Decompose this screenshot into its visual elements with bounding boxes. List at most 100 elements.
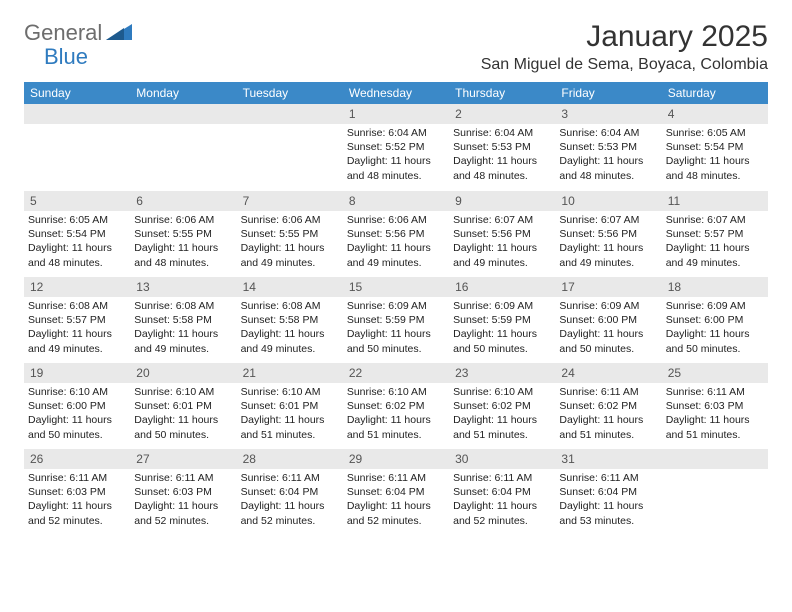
sunset-text: Sunset: 5:58 PM xyxy=(134,313,232,327)
day-body: Sunrise: 6:04 AMSunset: 5:53 PMDaylight:… xyxy=(555,124,661,187)
day-body: Sunrise: 6:08 AMSunset: 5:58 PMDaylight:… xyxy=(130,297,236,360)
day-number-empty xyxy=(130,104,236,124)
day-number-empty xyxy=(24,104,130,124)
daylight-text: Daylight: 11 hours and 48 minutes. xyxy=(666,154,764,182)
sunrise-text: Sunrise: 6:09 AM xyxy=(453,299,551,313)
sunrise-text: Sunrise: 6:10 AM xyxy=(134,385,232,399)
day-body: Sunrise: 6:08 AMSunset: 5:57 PMDaylight:… xyxy=(24,297,130,360)
sunset-text: Sunset: 5:53 PM xyxy=(559,140,657,154)
sunrise-text: Sunrise: 6:08 AM xyxy=(28,299,126,313)
sunset-text: Sunset: 5:55 PM xyxy=(241,227,339,241)
day-body: Sunrise: 6:11 AMSunset: 6:03 PMDaylight:… xyxy=(662,383,768,446)
sunset-text: Sunset: 6:02 PM xyxy=(559,399,657,413)
logo-triangle-icon xyxy=(106,22,132,45)
daylight-text: Daylight: 11 hours and 48 minutes. xyxy=(559,154,657,182)
logo-text-general: General xyxy=(24,20,102,46)
daylight-text: Daylight: 11 hours and 52 minutes. xyxy=(347,499,445,527)
sunrise-text: Sunrise: 6:05 AM xyxy=(28,213,126,227)
header: General January 2025 San Miguel de Sema,… xyxy=(24,20,768,74)
sunrise-text: Sunrise: 6:09 AM xyxy=(347,299,445,313)
sunrise-text: Sunrise: 6:11 AM xyxy=(241,471,339,485)
calendar-cell: 16Sunrise: 6:09 AMSunset: 5:59 PMDayligh… xyxy=(449,276,555,362)
sunrise-text: Sunrise: 6:11 AM xyxy=(559,471,657,485)
day-body: Sunrise: 6:08 AMSunset: 5:58 PMDaylight:… xyxy=(237,297,343,360)
daylight-text: Daylight: 11 hours and 50 minutes. xyxy=(559,327,657,355)
daylight-text: Daylight: 11 hours and 49 minutes. xyxy=(453,241,551,269)
sunset-text: Sunset: 5:56 PM xyxy=(347,227,445,241)
day-body: Sunrise: 6:09 AMSunset: 5:59 PMDaylight:… xyxy=(449,297,555,360)
day-body: Sunrise: 6:05 AMSunset: 5:54 PMDaylight:… xyxy=(24,211,130,274)
logo: General xyxy=(24,20,110,46)
day-body: Sunrise: 6:11 AMSunset: 6:04 PMDaylight:… xyxy=(343,469,449,532)
calendar-cell: 22Sunrise: 6:10 AMSunset: 6:02 PMDayligh… xyxy=(343,362,449,448)
day-header: Monday xyxy=(130,82,236,104)
day-body: Sunrise: 6:10 AMSunset: 6:01 PMDaylight:… xyxy=(237,383,343,446)
day-body: Sunrise: 6:11 AMSunset: 6:03 PMDaylight:… xyxy=(130,469,236,532)
day-number: 8 xyxy=(343,191,449,211)
calendar-cell xyxy=(662,448,768,534)
calendar-table: Sunday Monday Tuesday Wednesday Thursday… xyxy=(24,82,768,535)
day-number: 31 xyxy=(555,449,661,469)
sunset-text: Sunset: 5:52 PM xyxy=(347,140,445,154)
sunrise-text: Sunrise: 6:08 AM xyxy=(134,299,232,313)
day-number: 14 xyxy=(237,277,343,297)
day-body: Sunrise: 6:04 AMSunset: 5:53 PMDaylight:… xyxy=(449,124,555,187)
day-number: 12 xyxy=(24,277,130,297)
sunrise-text: Sunrise: 6:10 AM xyxy=(347,385,445,399)
calendar-cell: 6Sunrise: 6:06 AMSunset: 5:55 PMDaylight… xyxy=(130,190,236,276)
calendar-cell: 19Sunrise: 6:10 AMSunset: 6:00 PMDayligh… xyxy=(24,362,130,448)
month-title: January 2025 xyxy=(481,20,768,54)
sunset-text: Sunset: 5:58 PM xyxy=(241,313,339,327)
day-body: Sunrise: 6:09 AMSunset: 6:00 PMDaylight:… xyxy=(555,297,661,360)
daylight-text: Daylight: 11 hours and 52 minutes. xyxy=(453,499,551,527)
day-number: 9 xyxy=(449,191,555,211)
calendar-cell: 27Sunrise: 6:11 AMSunset: 6:03 PMDayligh… xyxy=(130,448,236,534)
day-number: 27 xyxy=(130,449,236,469)
calendar-cell: 7Sunrise: 6:06 AMSunset: 5:55 PMDaylight… xyxy=(237,190,343,276)
daylight-text: Daylight: 11 hours and 50 minutes. xyxy=(666,327,764,355)
calendar-cell xyxy=(130,104,236,190)
daylight-text: Daylight: 11 hours and 52 minutes. xyxy=(28,499,126,527)
calendar-cell: 8 Sunrise: 6:06 AMSunset: 5:56 PMDaylight… xyxy=(343,190,449,276)
calendar-week-row: 1Sunrise: 6:04 AMSunset: 5:52 PMDaylight… xyxy=(24,104,768,190)
location-text: San Miguel de Sema, Boyaca, Colombia xyxy=(481,56,768,74)
day-body: Sunrise: 6:09 AMSunset: 5:59 PMDaylight:… xyxy=(343,297,449,360)
day-number: 2 xyxy=(449,104,555,124)
calendar-cell: 4Sunrise: 6:05 AMSunset: 5:54 PMDaylight… xyxy=(662,104,768,190)
day-number: 19 xyxy=(24,363,130,383)
daylight-text: Daylight: 11 hours and 50 minutes. xyxy=(453,327,551,355)
sunrise-text: Sunrise: 6:06 AM xyxy=(134,213,232,227)
day-header: Sunday xyxy=(24,82,130,104)
day-number: 7 xyxy=(237,191,343,211)
day-body: Sunrise: 6:05 AMSunset: 5:54 PMDaylight:… xyxy=(662,124,768,187)
sunrise-text: Sunrise: 6:06 AM xyxy=(347,213,445,227)
day-number: 21 xyxy=(237,363,343,383)
sunrise-text: Sunrise: 6:11 AM xyxy=(347,471,445,485)
calendar-cell: 31Sunrise: 6:11 AMSunset: 6:04 PMDayligh… xyxy=(555,448,661,534)
day-number-empty xyxy=(237,104,343,124)
calendar-cell: 17Sunrise: 6:09 AMSunset: 6:00 PMDayligh… xyxy=(555,276,661,362)
daylight-text: Daylight: 11 hours and 48 minutes. xyxy=(347,154,445,182)
daylight-text: Daylight: 11 hours and 49 minutes. xyxy=(347,241,445,269)
day-number: 3 xyxy=(555,104,661,124)
sunset-text: Sunset: 5:57 PM xyxy=(666,227,764,241)
day-number: 17 xyxy=(555,277,661,297)
day-body: Sunrise: 6:10 AMSunset: 6:00 PMDaylight:… xyxy=(24,383,130,446)
day-body: Sunrise: 6:11 AMSunset: 6:04 PMDaylight:… xyxy=(449,469,555,532)
sunrise-text: Sunrise: 6:11 AM xyxy=(666,385,764,399)
day-body: Sunrise: 6:06 AMSunset: 5:55 PMDaylight:… xyxy=(237,211,343,274)
day-body: Sunrise: 6:10 AMSunset: 6:02 PMDaylight:… xyxy=(449,383,555,446)
sunrise-text: Sunrise: 6:07 AM xyxy=(559,213,657,227)
sunrise-text: Sunrise: 6:09 AM xyxy=(666,299,764,313)
daylight-text: Daylight: 11 hours and 51 minutes. xyxy=(666,413,764,441)
calendar-cell: 20Sunrise: 6:10 AMSunset: 6:01 PMDayligh… xyxy=(130,362,236,448)
calendar-cell: 5Sunrise: 6:05 AMSunset: 5:54 PMDaylight… xyxy=(24,190,130,276)
calendar-cell: 25Sunrise: 6:11 AMSunset: 6:03 PMDayligh… xyxy=(662,362,768,448)
day-number: 20 xyxy=(130,363,236,383)
calendar-cell: 11Sunrise: 6:07 AMSunset: 5:57 PMDayligh… xyxy=(662,190,768,276)
calendar-cell xyxy=(24,104,130,190)
day-number: 16 xyxy=(449,277,555,297)
day-number: 13 xyxy=(130,277,236,297)
sunset-text: Sunset: 6:02 PM xyxy=(347,399,445,413)
sunset-text: Sunset: 6:04 PM xyxy=(241,485,339,499)
